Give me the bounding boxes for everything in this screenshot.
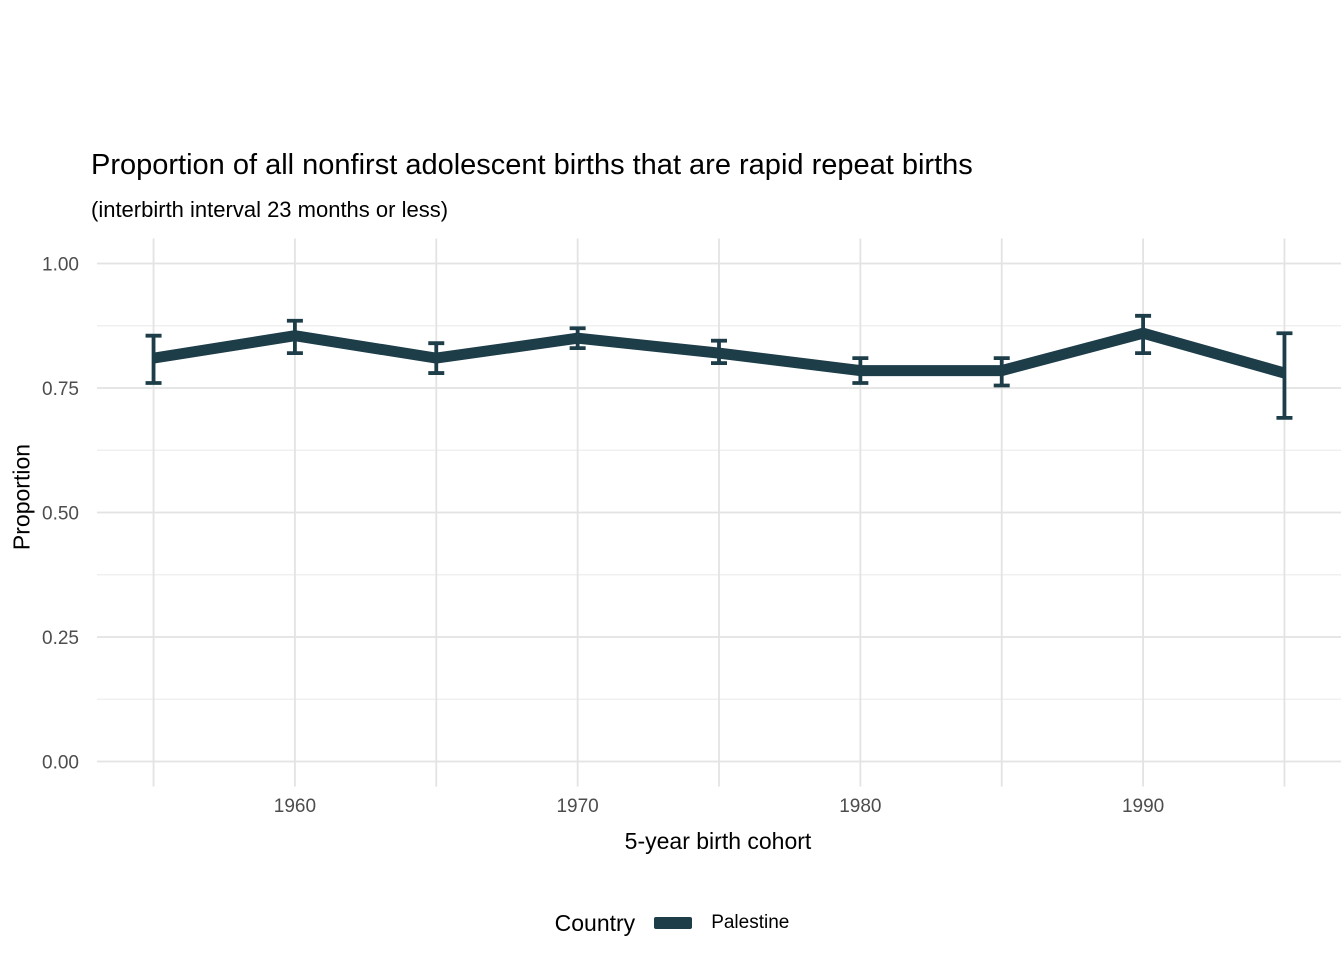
legend-key-line xyxy=(654,917,693,929)
y-tick-label: 1.00 xyxy=(42,255,79,276)
data-line xyxy=(152,327,1286,379)
y-tick-label: 0.00 xyxy=(42,753,79,774)
x-tick-label: 1990 xyxy=(1122,796,1164,817)
x-axis-title: 5-year birth cohort xyxy=(624,828,812,854)
chart-subtitle: (interbirth interval 23 months or less) xyxy=(91,197,449,222)
y-tick-label: 0.50 xyxy=(42,504,79,525)
y-axis-title: Proportion xyxy=(8,443,35,551)
legend-title: Country xyxy=(554,909,636,936)
x-tick-label: 1960 xyxy=(274,796,316,817)
y-tick-label: 0.25 xyxy=(42,628,79,649)
y-tick-label: 0.75 xyxy=(42,379,79,400)
legend-label: Palestine xyxy=(711,912,790,933)
x-tick-label: 1980 xyxy=(839,796,881,817)
chart-title: Proportion of all nonfirst adolescent bi… xyxy=(91,149,973,181)
x-tick-label: 1970 xyxy=(556,796,598,817)
legend: Country Palestine xyxy=(0,905,1344,941)
